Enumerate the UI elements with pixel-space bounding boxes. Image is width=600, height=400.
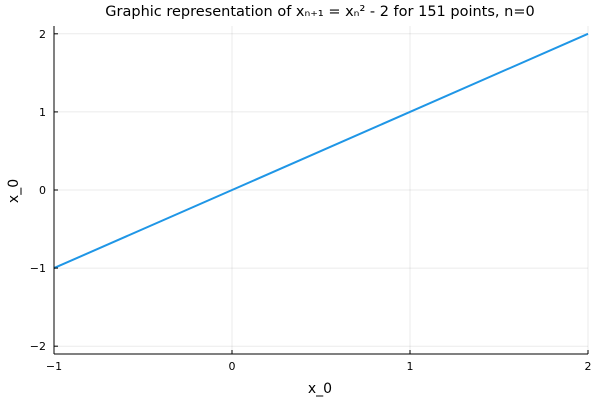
y-tick-label: 0 [39, 184, 46, 197]
x-tick-label: 2 [585, 360, 592, 373]
grid [53, 26, 589, 354]
plot-lines [53, 32, 589, 270]
y-axis-label: x_0 [6, 179, 22, 203]
y-tick-label: −1 [30, 262, 46, 275]
y-tick-label: 1 [39, 106, 46, 119]
chart-title: Graphic representation of xₙ₊₁ = xₙ² - 2… [105, 4, 534, 20]
x-axis-label: x_0 [308, 381, 332, 397]
y-ticks: −2 −1 0 1 2 [30, 28, 58, 353]
x-tick-label: 0 [229, 360, 236, 373]
series-line [53, 32, 589, 270]
y-tick-label: −2 [30, 340, 46, 353]
y-tick-label: 2 [39, 28, 46, 41]
x-ticks: −1 0 1 2 [46, 350, 592, 373]
x-tick-label: 1 [407, 360, 414, 373]
x-tick-label: −1 [46, 360, 62, 373]
